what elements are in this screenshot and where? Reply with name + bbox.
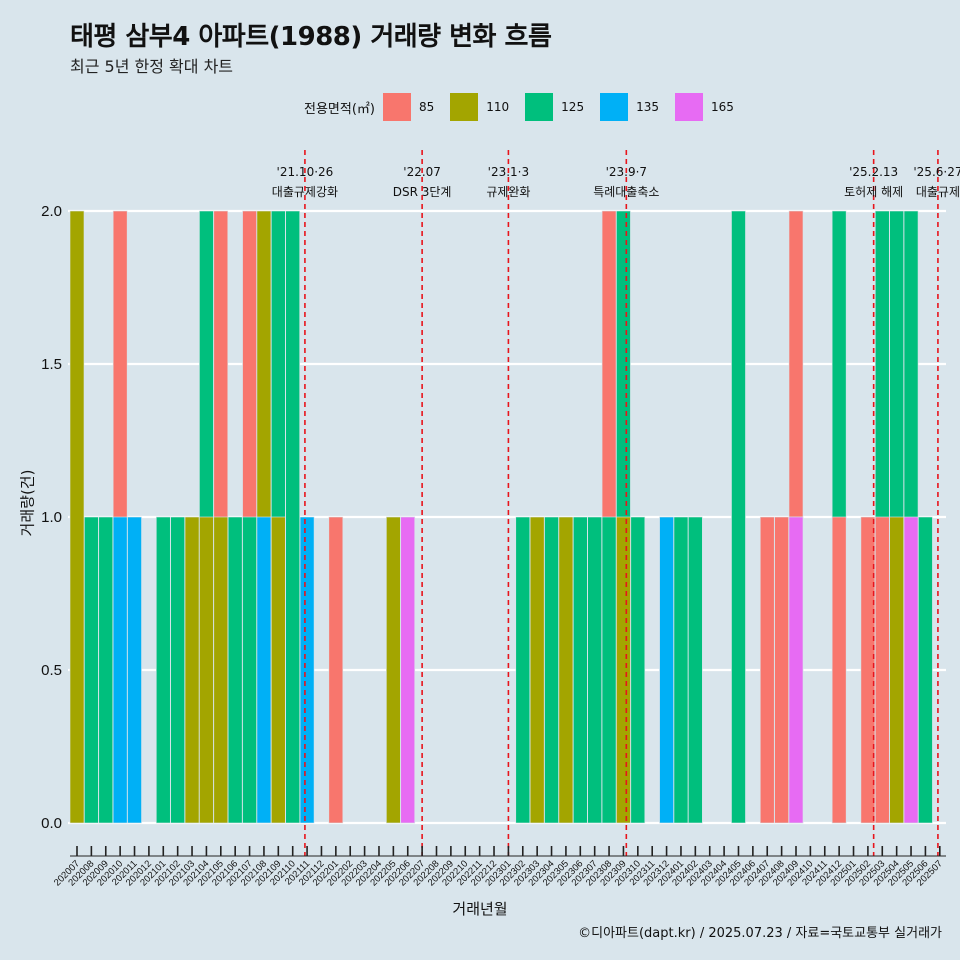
- bar-202402-125: [688, 516, 703, 824]
- bar-202308-125: [601, 516, 617, 824]
- events-layer: '21.10·26 대출규제강화 '22.07 DSR 3단계 '23.1·3 규제완화 '…: [272, 150, 960, 856]
- source-caption: ©디아파트(dapt.kr) / 2025.07.23 / 자료=국토교통부 실…: [578, 926, 942, 941]
- bar-202405-125: [731, 210, 746, 824]
- y-tick-label: 1.0: [41, 509, 62, 526]
- bar-202011-135: [127, 516, 142, 824]
- legend-swatch-110: [450, 93, 479, 121]
- bar-202310-125: [630, 516, 646, 824]
- event-date: '22.07: [403, 165, 441, 179]
- chart-title: 태평 삼부4 아파트(1988) 거래량 변화 흐름: [70, 22, 552, 52]
- y-tick-label: 0.5: [41, 662, 62, 679]
- bar-202205-110: [386, 516, 401, 824]
- bar-202010-135: [112, 516, 128, 824]
- bar-202412-85: [831, 516, 847, 824]
- bar-202105-110: [213, 516, 229, 824]
- legend-label-125: 125: [561, 100, 585, 114]
- bar-202505-165: [903, 516, 919, 824]
- bar-202408-85: [774, 516, 789, 824]
- bar-202309-110: [616, 516, 631, 824]
- legend-item-125: 125: [525, 93, 596, 121]
- y-tick-label: 2.0: [41, 203, 62, 220]
- legend-swatch-125: [525, 93, 554, 121]
- bar-202401-125: [673, 516, 689, 824]
- event-label: 토허제 해제: [844, 185, 903, 199]
- event-date: '25.6·27: [913, 165, 960, 179]
- legend-swatch-135: [600, 93, 629, 121]
- legend: 전용면적(㎡) 85 110 125 135 165: [304, 92, 750, 122]
- bar-202305-110: [558, 516, 574, 824]
- event-label: 규제완화: [486, 185, 530, 199]
- bar-202407-85: [759, 516, 775, 824]
- event-date: '23.9·7: [606, 165, 647, 179]
- bar-202303-110: [529, 516, 545, 824]
- bar-202312-135: [659, 516, 674, 824]
- bar-202104-110: [199, 516, 214, 824]
- event-date: '25.2.13: [849, 165, 898, 179]
- legend-item-135: 135: [600, 93, 671, 121]
- legend-title: 전용면적(㎡): [304, 101, 375, 117]
- legend-swatch-85: [382, 93, 411, 121]
- bar-202302-125: [515, 516, 531, 824]
- bar-202506-125: [918, 516, 933, 824]
- y-tick-label: 0.0: [41, 815, 62, 832]
- legend-swatch-165: [674, 93, 703, 121]
- bar-202502-85: [860, 516, 876, 824]
- bar-202101-125: [155, 516, 171, 824]
- bar-202307-125: [587, 516, 602, 824]
- bar-202306-125: [572, 516, 588, 824]
- bar-202409-165: [788, 516, 804, 824]
- event-date: '23.1·3: [488, 165, 529, 179]
- bars-layer: [69, 210, 933, 824]
- bar-202106-125: [227, 516, 243, 824]
- bar-202107-125: [242, 516, 257, 824]
- bar-202108-135: [256, 516, 272, 824]
- y-tick-label: 1.5: [41, 356, 62, 373]
- bar-202504-110: [889, 516, 904, 824]
- bar-202103-110: [184, 516, 200, 824]
- legend-item-85: 85: [382, 93, 446, 121]
- legend-label-85: 85: [418, 100, 435, 114]
- bar-202201-85: [328, 516, 344, 824]
- bar-202009-125: [98, 516, 114, 824]
- event-label: 대출규제강화: [272, 185, 338, 199]
- bar-202008-125: [84, 516, 99, 824]
- y-axis-title: 거래량(건): [18, 469, 37, 537]
- bar-202206-165: [400, 516, 416, 824]
- legend-item-165: 165: [674, 93, 746, 121]
- bar-202102-125: [170, 516, 185, 824]
- legend-item-110: 110: [450, 93, 521, 121]
- event-date: '21.10·26: [277, 165, 334, 179]
- bar-202304-125: [544, 516, 559, 824]
- bar-202110-125: [285, 210, 301, 824]
- chart-subtitle: 최근 5년 한정 확대 차트: [70, 57, 234, 76]
- event-label: DSR 3단계: [393, 185, 452, 199]
- bar-202109-110: [271, 516, 286, 824]
- bar-202007-110: [69, 210, 85, 824]
- event-label: 특례대출축소: [593, 185, 659, 199]
- bar-202111-135: [299, 516, 315, 824]
- event-label: 대출규제: [916, 185, 960, 199]
- legend-label-110: 110: [486, 100, 510, 114]
- bar-202503-85: [874, 516, 890, 824]
- legend-label-165: 165: [710, 100, 734, 114]
- legend-label-135: 135: [636, 100, 659, 114]
- x-axis-title: 거래년월: [452, 900, 508, 918]
